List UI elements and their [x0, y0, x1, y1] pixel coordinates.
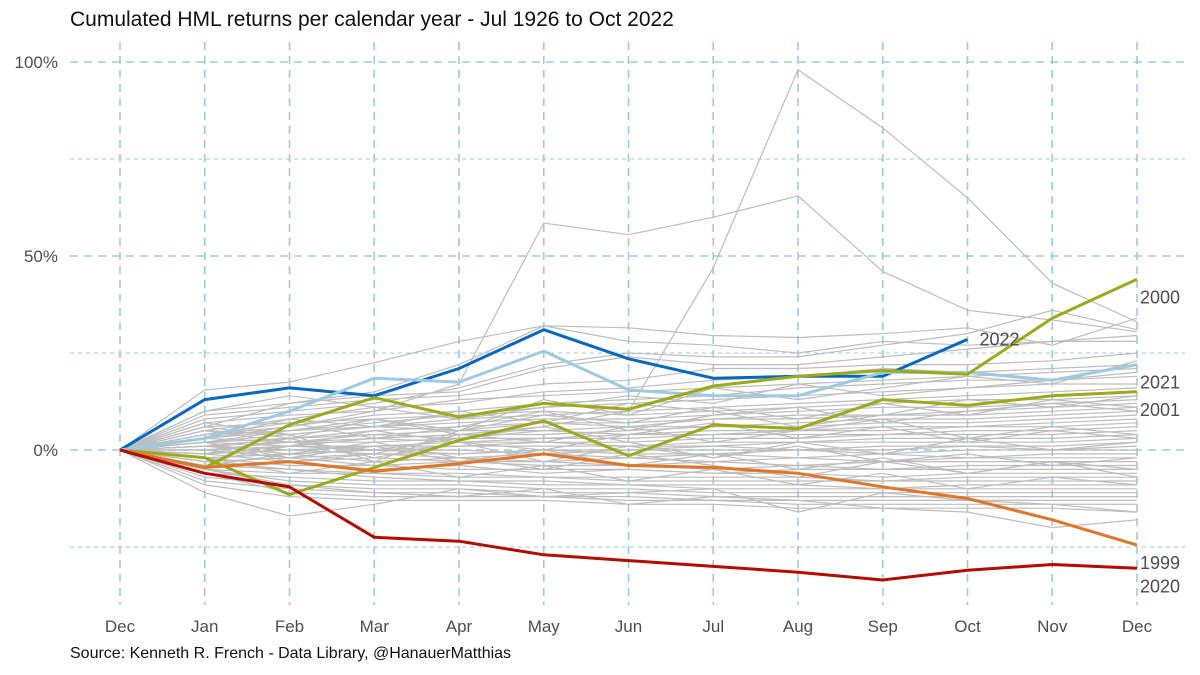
- year-line-background: [119, 449, 1137, 505]
- end-label-2001: 2001: [1140, 400, 1180, 420]
- year-line-background: [119, 352, 1138, 451]
- x-tick-label: Jul: [702, 617, 724, 636]
- x-tick-label: Sep: [868, 617, 898, 636]
- x-tick-label: Oct: [954, 617, 981, 636]
- year-line-background: [119, 340, 1137, 451]
- background-lines: [119, 68, 1138, 529]
- year-line-2021: [119, 349, 1138, 452]
- x-tick-label: Feb: [275, 617, 304, 636]
- year-line-background: [119, 402, 1138, 451]
- year-line-background: [119, 449, 1138, 490]
- x-tick-label: May: [528, 617, 561, 636]
- grid-layer: [70, 42, 1185, 605]
- x-tick-label: Mar: [360, 617, 390, 636]
- y-tick-label: 0%: [33, 441, 58, 460]
- chart-caption: Source: Kenneth R. French - Data Library…: [70, 645, 512, 662]
- end-label-1999: 1999: [1140, 553, 1180, 573]
- x-tick-label: Dec: [1122, 617, 1153, 636]
- year-line-2022: [119, 328, 969, 452]
- year-line-background: [119, 426, 1138, 467]
- year-line-2000: [119, 277, 1138, 469]
- end-labels: 2022 2021 2000 2001 1999 2020: [980, 287, 1181, 596]
- year-line-background: [119, 437, 1138, 463]
- year-line-background: [119, 360, 1138, 463]
- year-line-1999: [119, 448, 1138, 547]
- year-line-2020: [119, 448, 1138, 582]
- year-line-background: [119, 399, 1138, 451]
- year-line-background: [119, 317, 1138, 451]
- year-line-background: [119, 371, 1138, 451]
- year-line-background: [119, 449, 1138, 517]
- year-line-background: [119, 422, 1138, 463]
- year-line-background: [119, 449, 1138, 529]
- end-label-2000: 2000: [1140, 287, 1180, 307]
- year-line-2001: [119, 390, 1138, 497]
- x-tick-label: Jun: [615, 617, 642, 636]
- year-line-background: [119, 375, 1138, 451]
- end-label-2022: 2022: [980, 329, 1020, 349]
- highlighted-lines: [119, 277, 1138, 582]
- end-label-2021: 2021: [1140, 373, 1180, 393]
- axis-labels: Dec Jan Feb Mar Apr May Jun Jul Aug Sep Oct Nov Dec 0…: [15, 53, 1153, 636]
- y-tick-label: 50%: [24, 247, 58, 266]
- x-tick-label: Nov: [1037, 617, 1068, 636]
- end-label-2020: 2020: [1140, 576, 1180, 596]
- x-tick-label: Dec: [105, 617, 136, 636]
- x-tick-label: Jan: [191, 617, 218, 636]
- year-line-background: [119, 395, 1138, 451]
- year-line-background: [119, 449, 1137, 494]
- x-tick-label: Aug: [783, 617, 813, 636]
- x-tick-label: Apr: [446, 617, 473, 636]
- y-tick-label: 100%: [15, 53, 58, 72]
- chart-title: Cumulated HML returns per calendar year …: [70, 8, 674, 31]
